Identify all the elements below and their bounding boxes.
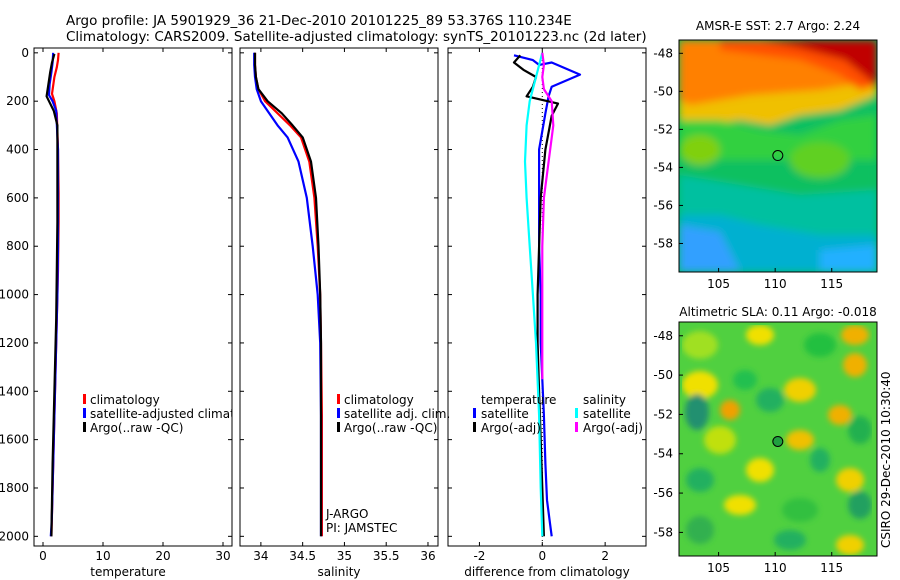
legend-label: satellite [481,407,529,421]
legend-swatch-satellite [83,408,86,418]
legend-heading-salinity: salinity [583,393,626,407]
legend-swatch-s-satellite [575,408,578,418]
legend-swatch-s-argo [575,422,578,432]
map-y-tick-label: -54 [653,447,673,461]
y-tick-label: 1200 [0,336,29,350]
map-y-tick-label: -52 [653,122,673,136]
series-layer [45,52,582,537]
y-tick-label: 600 [6,191,29,205]
temperature-legend: climatology satellite-adjusted climatolo… [83,393,268,435]
map-x-tick-label: 105 [707,277,730,291]
map-x-tick-label: 105 [707,561,730,575]
sla-map-frame [678,321,878,557]
legend-swatch-climatology [83,394,86,404]
sla-map-ticks: 105 110 115 -48 -50 -52 -54 -56 -58 [653,329,843,575]
map-x-tick-label: 110 [764,561,787,575]
x-tick-label: 30 [215,549,230,563]
x-tick-label: 35.5 [373,549,400,563]
map-y-tick-label: -52 [653,407,673,421]
float-program-label: J-ARGO [325,507,368,521]
legend-label: Argo(-adj) [481,421,541,435]
difference-legend: temperature salinity satellite Argo(-adj… [473,393,643,435]
series-line-argo [253,52,323,537]
x-tick-label: 34 [253,549,268,563]
legend-swatch-climatology [337,394,340,404]
legend-swatch-argo [337,422,340,432]
y-tick-label: 1800 [0,481,29,495]
legend-label: climatology [90,393,160,407]
x-tick-label: 0 [39,549,47,563]
map-y-tick-label: -58 [653,525,673,539]
x-tick-label: 0 [538,549,546,563]
argo-location-marker [772,150,784,162]
difference-xlabel: difference from climatology [464,565,630,579]
series-line-climatology [253,52,323,537]
map-y-tick-label: -58 [653,236,673,250]
legend-label: climatology [344,393,414,407]
figure-title-line1: Argo profile: JA 5901929_36 21-Dec-2010 … [66,13,572,29]
map-y-tick-label: -56 [653,198,673,212]
difference-axes-frame [447,47,647,547]
sst-map-image [679,40,877,272]
series-line-satellite [253,52,323,537]
legend-label: satellite [583,407,631,421]
salinity-xlabel: salinity [317,565,360,579]
y-tick-label: 800 [6,239,29,253]
series-line-salinity-satellite [523,52,544,537]
sst-map-ticks: 105 110 115 -48 -50 -52 -54 -56 -58 [653,46,843,291]
map-y-tick-label: -48 [653,46,673,60]
y-tick-label: 0 [21,46,29,60]
salinity-axes-frame [239,47,439,547]
map-y-tick-label: -54 [653,160,673,174]
y-tick-label: 2000 [0,529,29,543]
legend-swatch-t-argo [473,422,476,432]
legend-swatch-t-satellite [473,408,476,418]
map-y-tick-label: -56 [653,486,673,500]
map-x-tick-label: 110 [764,277,787,291]
x-tick-label: 20 [155,549,170,563]
legend-swatch-argo [83,422,86,432]
map-y-tick-label: -48 [653,329,673,343]
y-tick-label: 1000 [0,288,29,302]
argo-location-marker [772,435,784,447]
series-line-temperature-satellite [513,54,582,537]
tick-layer: 0 10 20 30020040060080010001200140016001800… [0,46,646,563]
sst-map-title: AMSR-E SST: 2.7 Argo: 2.24 [696,19,860,33]
figure-title-line2: Climatology: CARS2009. Satellite-adjuste… [66,29,647,45]
sla-map-title: Altimetric SLA: 0.11 Argo: -0.018 [679,305,876,319]
x-tick-label: 10 [95,549,110,563]
y-tick-label: 200 [6,94,29,108]
legend-label: Argo(..raw -QC) [90,421,183,435]
map-x-tick-label: 115 [820,561,843,575]
legend-swatch-satellite [337,408,340,418]
y-tick-label: 400 [6,143,29,157]
salinity-legend: climatology satellite adj. clim. Argo(..… [325,393,450,535]
legend-label: Argo(..raw -QC) [344,421,437,435]
sst-map-frame [678,39,878,273]
legend-label: satellite-adjusted climatology [90,407,268,421]
x-tick-label: 35 [337,549,352,563]
series-line-temperature-argo [512,54,560,537]
credit-text: CSIRO 29-Dec-2010 10:30:40 [879,371,893,548]
y-tick-label: 1600 [0,433,29,447]
map-y-tick-label: -50 [653,84,673,98]
map-y-tick-label: -50 [653,368,673,382]
x-tick-label: 36 [420,549,435,563]
y-tick-label: 1400 [0,384,29,398]
float-pi-label: PI: JAMSTEC [326,521,397,535]
x-tick-label: -2 [473,549,485,563]
legend-heading-temperature: temperature [481,393,556,407]
x-tick-label: 2 [601,549,609,563]
legend-label: satellite adj. clim. [344,407,450,421]
x-tick-label: 34.5 [289,549,316,563]
series-line-argo [45,53,59,537]
legend-label: Argo(-adj) [583,421,643,435]
map-x-tick-label: 115 [820,277,843,291]
series-line-salinity-argo [541,52,555,380]
temperature-axes-frame [33,47,233,547]
temperature-xlabel: temperature [90,565,165,579]
